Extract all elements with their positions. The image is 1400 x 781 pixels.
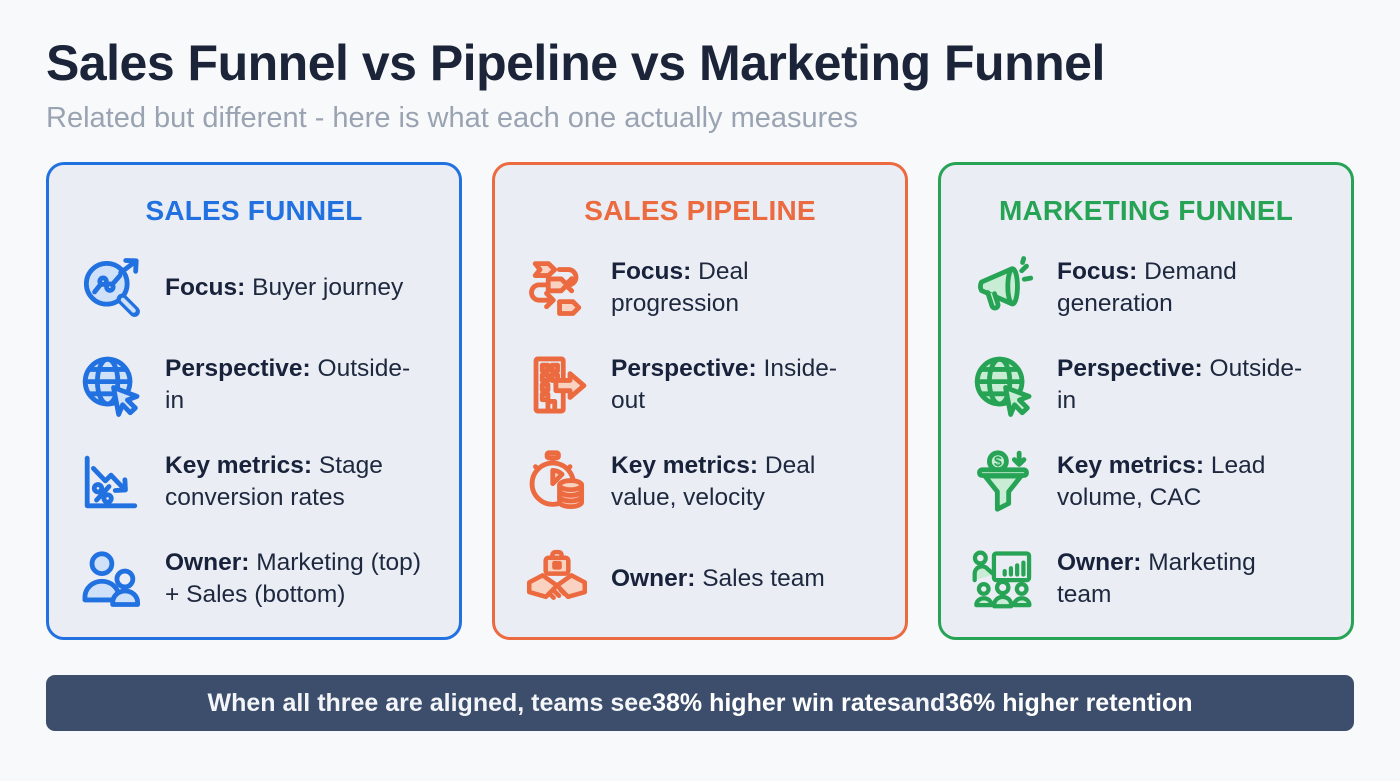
row-text: Owner: Marketing team <box>1057 548 1256 608</box>
row-text: Key metrics: Lead volume, CAC <box>1057 451 1266 511</box>
globe-cursor-icon <box>77 351 145 419</box>
alignment-stat-banner: When all three are aligned, teams see 38… <box>46 675 1354 731</box>
banner-stat-win-rates: 38% higher win rates <box>652 688 901 717</box>
handshake-briefcase-icon <box>523 545 591 613</box>
row-focus: Focus: Deal progression <box>523 239 893 336</box>
banner-prefix: When all three are aligned, teams see <box>207 688 653 717</box>
card-rows: Focus: Deal progression <box>495 233 905 627</box>
row-owner: Owner: Marketing team <box>969 530 1339 627</box>
page-header: Sales Funnel vs Pipeline vs Marketing Fu… <box>0 0 1400 135</box>
row-key-metrics: Key metrics: Stage conversion rates <box>77 433 447 530</box>
card-marketing-funnel: MARKETING FUNNEL Focus: Demand generatio… <box>938 162 1354 640</box>
two-users-icon <box>77 545 145 613</box>
row-owner: Owner: Sales team <box>523 530 893 627</box>
row-text: Perspective: Outside-in <box>1057 354 1303 414</box>
card-sales-pipeline-title: SALES PIPELINE <box>584 195 816 226</box>
row-text: Key metrics: Stage conversion rates <box>165 451 383 511</box>
card-rows: Focus: Buyer journey Perspective: Outsid… <box>49 233 459 627</box>
row-text: Perspective: Inside-out <box>611 354 838 414</box>
globe-cursor-icon <box>969 351 1037 419</box>
funnel-dollar-icon: $ <box>969 448 1037 516</box>
page-title: Sales Funnel vs Pipeline vs Marketing Fu… <box>46 35 1105 91</box>
comparison-cards: SALES FUNNEL Focus: Buyer journey <box>46 162 1354 640</box>
card-sales-funnel-title: SALES FUNNEL <box>145 195 363 226</box>
row-text: Perspective: Outside-in <box>165 354 411 414</box>
row-text: Owner: Sales team <box>611 564 825 592</box>
row-key-metrics: $ Key metrics: Lead volume, CAC <box>969 433 1339 530</box>
stopwatch-coins-icon <box>523 448 591 516</box>
row-focus: Focus: Demand generation <box>969 239 1339 336</box>
card-marketing-funnel-title: MARKETING FUNNEL <box>998 195 1294 226</box>
card-rows: Focus: Demand generation Perspective: Ou… <box>941 233 1351 627</box>
row-perspective: Perspective: Outside-in <box>969 336 1339 433</box>
page-subtitle: Related but different - here is what eac… <box>46 102 858 134</box>
row-text: Focus: Deal progression <box>611 257 749 317</box>
row-text: Focus: Buyer journey <box>165 273 404 301</box>
row-focus: Focus: Buyer journey <box>77 239 447 336</box>
banner-stat-retention: 36% higher retention <box>945 688 1193 717</box>
declining-chart-percent-icon <box>77 448 145 516</box>
row-perspective: Perspective: Outside-in <box>77 336 447 433</box>
magnifier-trend-icon <box>77 254 145 322</box>
row-text: Focus: Demand generation <box>1057 257 1237 317</box>
building-arrow-icon <box>523 351 591 419</box>
row-text: Key metrics: Deal value, velocity <box>611 451 816 511</box>
card-sales-pipeline: SALES PIPELINE Focus: Deal progression <box>492 162 908 640</box>
row-key-metrics: Key metrics: Deal value, velocity <box>523 433 893 530</box>
svg-text:$: $ <box>994 454 1002 470</box>
row-text: Owner: Marketing (top) + Sales (bottom) <box>165 548 421 608</box>
row-owner: Owner: Marketing (top) + Sales (bottom) <box>77 530 447 627</box>
card-sales-funnel: SALES FUNNEL Focus: Buyer journey <box>46 162 462 640</box>
banner-connector: and <box>900 688 946 717</box>
flowchart-icon <box>523 254 591 322</box>
megaphone-icon <box>969 254 1037 322</box>
presentation-team-icon <box>969 545 1037 613</box>
row-perspective: Perspective: Inside-out <box>523 336 893 433</box>
